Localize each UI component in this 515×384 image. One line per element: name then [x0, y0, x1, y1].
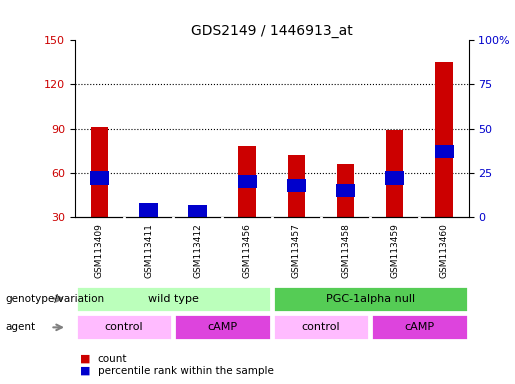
Bar — [139, 203, 158, 217]
Bar — [287, 179, 306, 192]
Text: count: count — [98, 354, 127, 364]
Bar — [288, 155, 305, 217]
Bar — [435, 145, 454, 158]
Text: ■: ■ — [80, 366, 90, 376]
Text: GSM113458: GSM113458 — [341, 223, 350, 278]
Text: GSM113456: GSM113456 — [243, 223, 251, 278]
Text: GSM113412: GSM113412 — [193, 223, 202, 278]
Text: GSM113457: GSM113457 — [292, 223, 301, 278]
Text: PGC-1alpha null: PGC-1alpha null — [325, 293, 415, 304]
Bar — [337, 164, 354, 217]
Text: wild type: wild type — [148, 293, 199, 304]
Text: cAMP: cAMP — [208, 322, 237, 333]
Text: GSM113459: GSM113459 — [390, 223, 399, 278]
Bar — [237, 175, 256, 188]
Bar — [188, 205, 207, 218]
Bar — [140, 207, 157, 217]
Bar — [189, 211, 207, 217]
Bar — [90, 172, 109, 185]
Text: ■: ■ — [80, 354, 90, 364]
Bar — [386, 130, 403, 217]
Bar — [91, 127, 108, 217]
Text: percentile rank within the sample: percentile rank within the sample — [98, 366, 274, 376]
Bar — [272, 286, 468, 311]
Text: cAMP: cAMP — [404, 322, 435, 333]
Bar — [238, 146, 255, 217]
Text: GSM113460: GSM113460 — [439, 223, 449, 278]
Bar — [174, 314, 271, 340]
Bar — [435, 62, 453, 217]
Bar — [371, 314, 468, 340]
Text: genotype/variation: genotype/variation — [5, 293, 104, 304]
Text: control: control — [105, 322, 143, 333]
Bar — [76, 314, 172, 340]
Title: GDS2149 / 1446913_at: GDS2149 / 1446913_at — [191, 24, 353, 38]
Bar — [385, 172, 404, 185]
Text: control: control — [302, 322, 340, 333]
Bar — [336, 184, 355, 197]
Text: GSM113411: GSM113411 — [144, 223, 153, 278]
Text: agent: agent — [5, 322, 35, 333]
Text: GSM113409: GSM113409 — [95, 223, 104, 278]
Bar — [76, 286, 271, 311]
Bar — [272, 314, 369, 340]
